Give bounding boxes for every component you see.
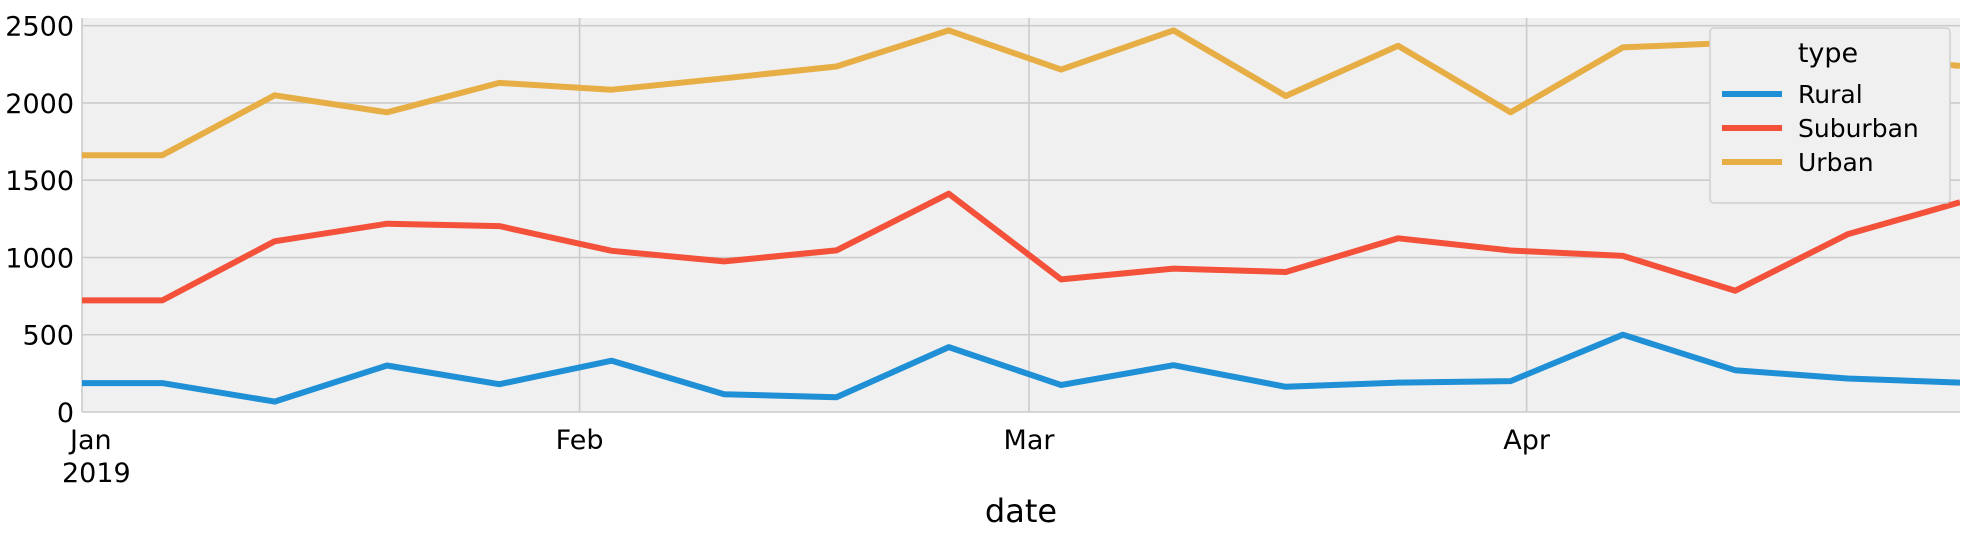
legend-items: Rural Suburban Urban [1722, 80, 1919, 177]
x-tick-label: Mar [1004, 425, 1056, 456]
grid-lines [81, 18, 1960, 413]
series-lines [82, 27, 1960, 405]
legend-label: Suburban [1798, 114, 1919, 143]
x-tick-sublabel: 2019 [62, 458, 131, 489]
y-tick-label: 2500 [5, 12, 74, 43]
legend: type Rural Suburban Urban [1709, 27, 1951, 204]
legend-label: Rural [1798, 80, 1863, 109]
series-line-urban [82, 27, 1960, 159]
y-tick-label: 1500 [5, 166, 74, 197]
series-line-suburban [82, 190, 1960, 304]
x-axis-label: date [985, 492, 1057, 530]
legend-title: type [1798, 38, 1858, 69]
y-tick-label: 1000 [5, 243, 74, 274]
y-axis-ticks: 0 500 1000 1500 2000 2500 [5, 12, 74, 429]
x-tick-label: Apr [1503, 425, 1551, 456]
series-line-rural [82, 331, 1960, 405]
x-tick-label: Jan [68, 425, 112, 456]
plot-area [82, 18, 1960, 412]
legend-label: Urban [1798, 148, 1874, 177]
y-tick-label: 0 [57, 398, 74, 429]
y-tick-label: 2000 [5, 89, 74, 120]
x-tick-label: Feb [556, 425, 604, 456]
y-tick-label: 500 [22, 321, 74, 352]
